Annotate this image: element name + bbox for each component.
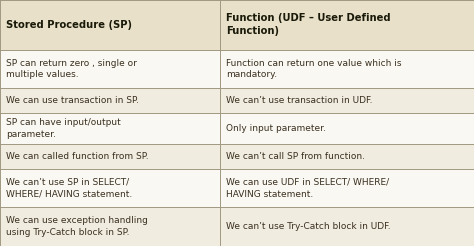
Text: We can’t use Try-Catch block in UDF.: We can’t use Try-Catch block in UDF. [226, 222, 391, 231]
Text: We can use UDF in SELECT/ WHERE/
HAVING statement.: We can use UDF in SELECT/ WHERE/ HAVING … [226, 178, 389, 199]
Text: We can’t use transaction in UDF.: We can’t use transaction in UDF. [226, 96, 373, 105]
Bar [0, 113, 220, 144]
Text: SP can return zero , single or
multiple values.: SP can return zero , single or multiple … [6, 59, 137, 79]
Bar [0, 88, 220, 113]
Bar [220, 169, 474, 207]
Text: Only input parameter.: Only input parameter. [226, 124, 326, 133]
Bar [220, 50, 474, 88]
Text: We can use transaction in SP.: We can use transaction in SP. [6, 96, 138, 105]
Bar [220, 88, 474, 113]
Bar [220, 207, 474, 246]
Bar [0, 50, 220, 88]
Text: Function (UDF – User Defined
Function): Function (UDF – User Defined Function) [226, 13, 391, 36]
Bar [0, 0, 220, 50]
Text: We can called function from SP.: We can called function from SP. [6, 152, 148, 161]
Text: We can’t use SP in SELECT/
WHERE/ HAVING statement.: We can’t use SP in SELECT/ WHERE/ HAVING… [6, 178, 132, 199]
Bar [220, 0, 474, 50]
Text: We can use exception handling
using Try-Catch block in SP.: We can use exception handling using Try-… [6, 216, 147, 237]
Bar [220, 144, 474, 169]
Bar [0, 207, 220, 246]
Text: Function can return one value which is
mandatory.: Function can return one value which is m… [226, 59, 401, 79]
Bar [220, 113, 474, 144]
Bar [0, 169, 220, 207]
Text: SP can have input/output
parameter.: SP can have input/output parameter. [6, 118, 120, 139]
Bar [0, 144, 220, 169]
Text: Stored Procedure (SP): Stored Procedure (SP) [6, 20, 132, 30]
Text: We can’t call SP from function.: We can’t call SP from function. [226, 152, 365, 161]
